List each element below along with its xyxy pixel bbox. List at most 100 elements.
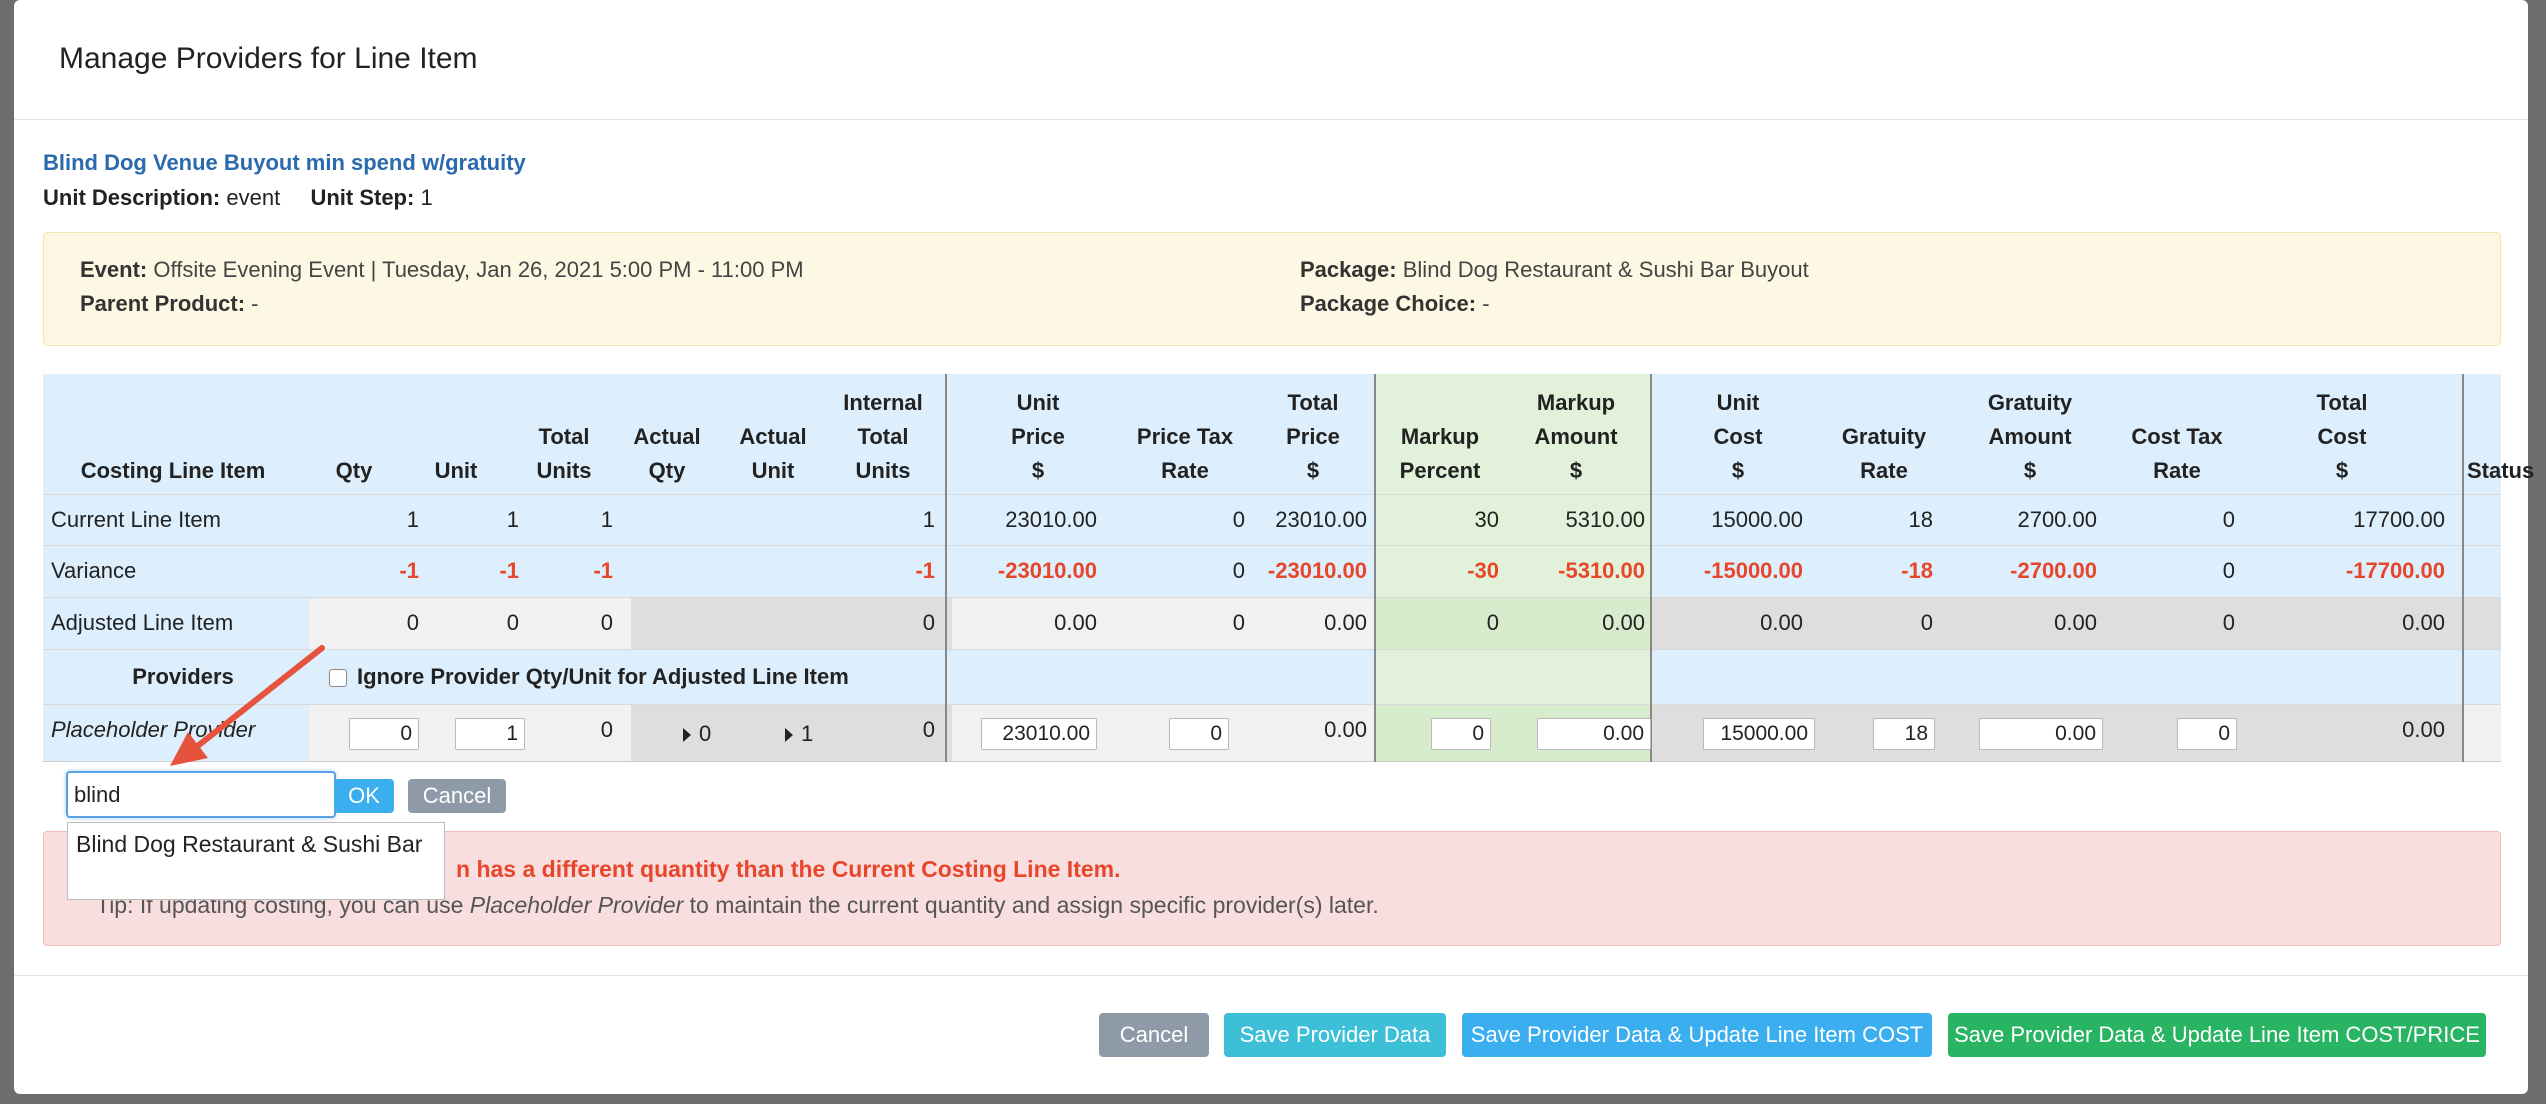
current-markup-pct: 30 bbox=[1474, 507, 1499, 532]
adjusted-qty: 0 bbox=[406, 610, 419, 635]
variance-total-price: -23010.00 bbox=[1267, 558, 1367, 583]
modal-title: Manage Providers for Line Item bbox=[59, 42, 478, 75]
current-total-price: 23010.00 bbox=[1275, 507, 1367, 532]
header-costing-line-item: Costing Line Item bbox=[80, 458, 266, 483]
package-value: Blind Dog Restaurant & Sushi Bar Buyout bbox=[1402, 257, 1809, 282]
header-unit-cost: Unit Cost $ bbox=[1713, 390, 1763, 483]
header-total-cost: Total Cost $ bbox=[2316, 390, 2368, 483]
variance-internal: -1 bbox=[915, 558, 935, 583]
package-choice-label: Package Choice: bbox=[1300, 291, 1477, 316]
manage-providers-modal: Manage Providers for Line Item Blind Dog… bbox=[14, 0, 2534, 1094]
save-provider-data-button[interactable]: Save Provider Data bbox=[1224, 1013, 1446, 1057]
costing-table: Costing Line Item Qty Unit Total Units Ac… bbox=[43, 374, 2534, 762]
header-unit-price: Unit Price $ bbox=[1011, 390, 1065, 483]
quantity-warning-alert: n has a different quantity than the Curr… bbox=[43, 831, 2501, 946]
placeholder-unit-input[interactable]: 1 bbox=[455, 718, 525, 750]
current-internal: 1 bbox=[922, 507, 935, 532]
variance-price-tax: 0 bbox=[1232, 558, 1245, 583]
current-markup-amt: 5310.00 bbox=[1565, 507, 1645, 532]
package-choice-info: Package Choice: - bbox=[1300, 291, 1490, 317]
modal-header: Manage Providers for Line Item bbox=[14, 0, 2528, 120]
expand-caret-icon bbox=[785, 728, 793, 743]
variance-total-cost: -17700.00 bbox=[2345, 558, 2445, 583]
variance-unit-price: -23010.00 bbox=[997, 558, 1097, 583]
adjusted-total-units: 0 bbox=[600, 610, 613, 635]
event-value: Offsite Evening Event | Tuesday, Jan 26,… bbox=[153, 257, 804, 282]
ignore-provider-checkbox[interactable] bbox=[329, 669, 347, 688]
variance-markup-amt: -5310.00 bbox=[1558, 558, 1645, 583]
variance-qty: -1 bbox=[399, 558, 419, 583]
alert-message: n has a different quantity than the Curr… bbox=[456, 856, 1121, 882]
placeholder-qty-input[interactable]: 0 bbox=[349, 718, 419, 750]
current-grat-rate: 18 bbox=[1908, 507, 1933, 532]
provider-search-input[interactable]: blind bbox=[66, 771, 336, 818]
adjusted-cost-tax: 0 bbox=[2222, 610, 2235, 635]
adjusted-markup-amt: 0.00 bbox=[1602, 610, 1645, 635]
placeholder-cost-tax-input[interactable]: 0 bbox=[2177, 718, 2237, 750]
provider-suggestion-item[interactable]: Blind Dog Restaurant & Sushi Bar bbox=[67, 822, 445, 900]
header-gratuity-rate: Gratuity Rate bbox=[1841, 424, 1927, 483]
placeholder-unit-price-input[interactable]: 23010.00 bbox=[981, 718, 1097, 750]
variance-grat-amt: -2700.00 bbox=[2010, 558, 2097, 583]
markup-bg bbox=[1375, 374, 1651, 762]
current-unit-cost: 15000.00 bbox=[1711, 507, 1803, 532]
ignore-provider-option[interactable]: Ignore Provider Qty/Unit for Adjusted Li… bbox=[329, 649, 849, 704]
save-update-cost-price-button[interactable]: Save Provider Data & Update Line Item CO… bbox=[1948, 1013, 2486, 1057]
row-current-label: Current Line Item bbox=[51, 507, 221, 532]
placeholder-internal: 0 bbox=[922, 717, 935, 742]
row-variance-label: Variance bbox=[51, 558, 137, 583]
placeholder-total-price: 0.00 bbox=[1324, 717, 1367, 742]
current-price-tax: 0 bbox=[1232, 507, 1245, 532]
parent-product-info: Parent Product: - bbox=[80, 291, 258, 317]
search-ok-button[interactable]: OK bbox=[334, 779, 394, 813]
variance-markup-pct: -30 bbox=[1467, 558, 1499, 583]
current-total-units: 1 bbox=[600, 507, 613, 532]
current-total-cost: 17700.00 bbox=[2353, 507, 2445, 532]
current-unit-price: 23010.00 bbox=[1005, 507, 1097, 532]
adjusted-total-cost: 0.00 bbox=[2402, 610, 2445, 635]
adjusted-unit-cost: 0.00 bbox=[1760, 610, 1803, 635]
placeholder-total-cost: 0.00 bbox=[2402, 717, 2445, 742]
header-total-price: Total Price $ bbox=[1286, 390, 1340, 483]
header-internal-total-units: Internal Total Units bbox=[843, 390, 923, 483]
package-info: Package: Blind Dog Restaurant & Sushi Ba… bbox=[1300, 257, 1809, 283]
unit-description-value: event bbox=[226, 185, 281, 210]
unit-step-label: Unit Step: bbox=[310, 185, 415, 210]
footer-cancel-button[interactable]: Cancel bbox=[1099, 1013, 1209, 1057]
adjusted-internal: 0 bbox=[922, 610, 935, 635]
placeholder-markup-pct-input[interactable]: 0 bbox=[1431, 718, 1491, 750]
event-info: Event: Offsite Evening Event | Tuesday, … bbox=[80, 257, 804, 283]
search-cancel-button[interactable]: Cancel bbox=[408, 779, 506, 813]
header-markup-percent: Markup Percent bbox=[1399, 424, 1481, 483]
header-actual-qty: Actual Qty bbox=[633, 424, 701, 483]
placeholder-markup-amt-input[interactable]: 0.00 bbox=[1537, 718, 1651, 750]
placeholder-price-tax-input[interactable]: 0 bbox=[1169, 718, 1229, 750]
header-actual-unit: Actual Unit bbox=[739, 424, 807, 483]
save-update-cost-button[interactable]: Save Provider Data & Update Line Item CO… bbox=[1462, 1013, 1932, 1057]
event-info-box: Event: Offsite Evening Event | Tuesday, … bbox=[43, 232, 2501, 346]
header-qty: Qty bbox=[335, 458, 373, 483]
ignore-provider-label: Ignore Provider Qty/Unit for Adjusted Li… bbox=[357, 664, 849, 689]
adjusted-grat-rate: 0 bbox=[1920, 610, 1933, 635]
current-grat-amt: 2700.00 bbox=[2017, 507, 2097, 532]
adjusted-grat-amt: 0.00 bbox=[2054, 610, 2097, 635]
adjusted-price-tax: 0 bbox=[1232, 610, 1245, 635]
providers-label: Providers bbox=[132, 664, 234, 689]
adjusted-unit: 0 bbox=[506, 610, 519, 635]
placeholder-grat-rate-input[interactable]: 18 bbox=[1873, 718, 1935, 750]
header-markup-amount: Markup Amount $ bbox=[1534, 390, 1618, 483]
placeholder-unit-cost-input[interactable]: 15000.00 bbox=[1703, 718, 1815, 750]
header-unit: Unit bbox=[434, 458, 478, 483]
placeholder-actual-unit[interactable]: 1 bbox=[785, 708, 813, 760]
line-item-meta: Unit Description: event Unit Step: 1 bbox=[43, 185, 433, 211]
adjusted-markup-pct: 0 bbox=[1486, 610, 1499, 635]
parent-product-label: Parent Product: bbox=[80, 291, 246, 316]
current-cost-tax: 0 bbox=[2222, 507, 2235, 532]
event-label: Event: bbox=[80, 257, 148, 282]
placeholder-actual-qty[interactable]: 0 bbox=[683, 708, 711, 760]
current-unit: 1 bbox=[506, 507, 519, 532]
variance-unit-cost: -15000.00 bbox=[1703, 558, 1803, 583]
adjusted-unit-price: 0.00 bbox=[1054, 610, 1097, 635]
package-choice-value: - bbox=[1482, 291, 1490, 316]
placeholder-grat-amt-input[interactable]: 0.00 bbox=[1979, 718, 2103, 750]
